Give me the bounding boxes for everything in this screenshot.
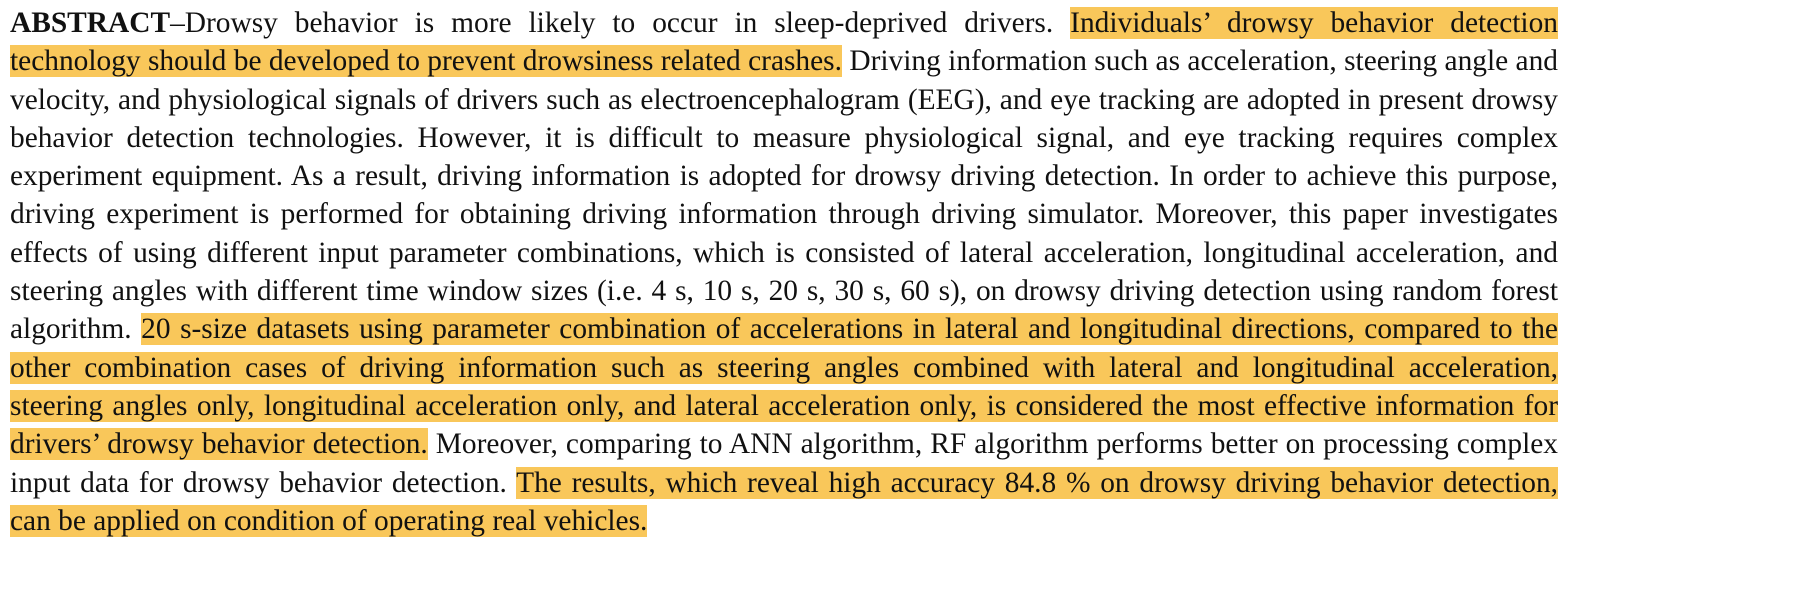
abstract-sentence-methods: Driving information such as acceleration… [10, 45, 1558, 346]
abstract-label: ABSTRACT [10, 7, 171, 39]
abstract-paragraph: ABSTRACT–Drowsy behavior is more likely … [10, 4, 1559, 540]
abstract-dash: – [170, 7, 185, 39]
abstract-sentence-comparison: Moreover, comparing to ANN algorithm, RF… [10, 428, 1559, 499]
abstract-sentence-intro: Drowsy behavior is more likely to occur … [184, 7, 1071, 39]
